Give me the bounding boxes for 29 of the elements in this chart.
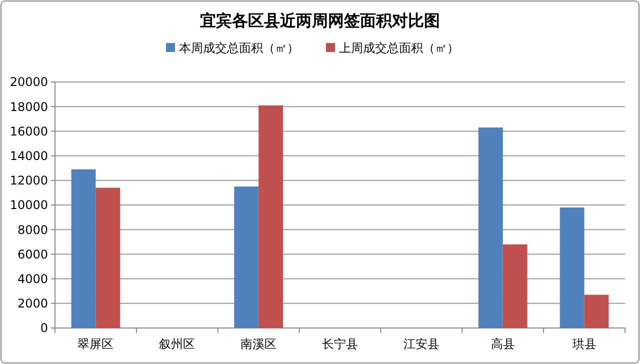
x-tick-label: 翠屏区 <box>78 337 114 351</box>
y-tick-label: 4000 <box>17 272 48 286</box>
y-tick-label: 2000 <box>17 296 48 311</box>
legend-label: 本周成交总面积（㎡） <box>179 41 299 55</box>
bar <box>71 169 96 328</box>
x-tick-label: 珙县 <box>572 337 596 351</box>
x-tick-label: 高县 <box>490 337 515 351</box>
bar <box>584 294 609 328</box>
chart-title: 宜宾各区县近两周网签面积对比图 <box>200 11 440 30</box>
y-tick-label: 8000 <box>17 222 48 237</box>
y-tick-label: 20000 <box>10 75 48 90</box>
bar <box>258 105 283 328</box>
bar <box>478 128 503 328</box>
bar <box>560 207 584 328</box>
y-tick-label: 6000 <box>17 247 48 262</box>
bar <box>234 186 259 328</box>
bar <box>96 188 120 328</box>
y-tick-label: 0 <box>40 321 48 336</box>
y-tick-label: 12000 <box>10 174 48 188</box>
y-tick-label: 14000 <box>10 149 48 163</box>
y-tick-label: 10000 <box>10 198 48 212</box>
x-tick-label: 江安县 <box>403 337 440 351</box>
y-tick-label: 18000 <box>10 100 48 114</box>
legend-label: 上周成交总面积（㎡） <box>339 41 459 55</box>
x-tick-label: 长宁县 <box>322 337 358 351</box>
y-tick-label: 16000 <box>10 124 48 138</box>
x-tick-label: 叙州区 <box>159 337 196 351</box>
x-tick-label: 南溪区 <box>240 337 277 351</box>
bar <box>502 244 528 328</box>
